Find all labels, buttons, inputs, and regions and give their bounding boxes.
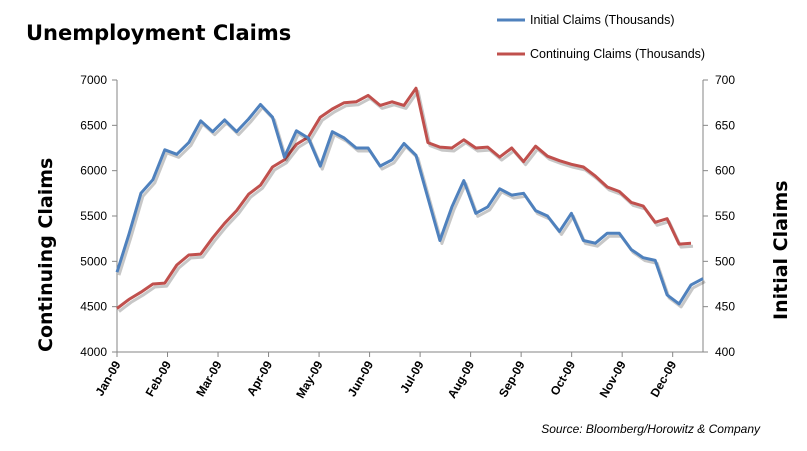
x-tick-label: Sep-09	[496, 358, 528, 399]
right-tick-label: 450	[715, 300, 735, 314]
x-tick-label: Jul-09	[397, 358, 427, 395]
series-line-initial-claims	[115, 103, 704, 306]
axes	[112, 79, 708, 357]
plot-area	[115, 86, 706, 313]
x-tick-label: Jan-09	[92, 358, 123, 398]
left-tick-label: 5000	[80, 254, 107, 268]
right-tick-label: 500	[715, 254, 735, 268]
left-tick-label: 6000	[80, 164, 107, 178]
left-tick-label: 6500	[80, 118, 107, 132]
legend-label-continuing-claims: Continuing Claims (Thousands)	[530, 47, 705, 61]
x-tick-label: Feb-09	[143, 358, 175, 399]
x-tick-label: Aug-09	[445, 358, 478, 401]
x-tick-label: Apr-09	[244, 358, 275, 398]
legend: Initial Claims (Thousands) Continuing Cl…	[497, 13, 705, 61]
x-tick-label: Nov-09	[597, 358, 629, 400]
source-note: Source: Bloomberg/Horowitz & Company	[541, 422, 761, 436]
right-tick-label: 600	[715, 164, 735, 178]
right-tick-label: 400	[715, 345, 735, 359]
legend-label-initial-claims: Initial Claims (Thousands)	[530, 13, 675, 27]
left-tick-label: 4500	[80, 300, 107, 314]
x-tick-label: Jun-09	[345, 358, 377, 399]
right-tick-label: 550	[715, 209, 735, 223]
left-tick-label: 4000	[80, 345, 107, 359]
right-axis-title: Initial Claims	[770, 180, 792, 320]
right-tick-label: 700	[715, 73, 735, 87]
series-line-continuing-claims	[116, 86, 692, 310]
x-tick-label: May-09	[293, 358, 326, 401]
left-tick-label: 7000	[80, 73, 107, 87]
left-axis-title: Continuing Claims	[35, 158, 57, 352]
series-shadow-initial-claims	[117, 106, 706, 309]
x-tick-label: Dec-09	[647, 358, 679, 399]
x-tick-label: Mar-09	[193, 358, 225, 399]
left-tick-label: 5500	[80, 209, 107, 223]
x-tick-label: Oct-09	[547, 358, 578, 398]
right-tick-label: 650	[715, 118, 735, 132]
chart-title: Unemployment Claims	[26, 21, 291, 45]
